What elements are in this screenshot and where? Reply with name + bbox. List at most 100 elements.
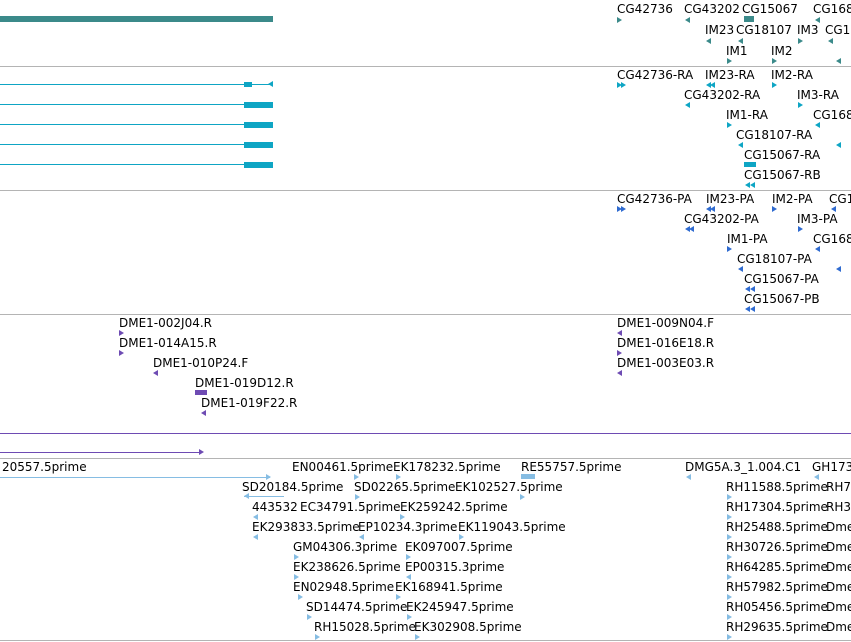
gene-arrow[interactable]: [815, 17, 820, 23]
est-label[interactable]: DME1-016E18.R: [617, 336, 715, 350]
protein-arrow[interactable]: [750, 286, 755, 292]
gene-arrow[interactable]: [617, 17, 622, 23]
est-arrow[interactable]: [415, 634, 420, 640]
transcript-intron-line[interactable]: [0, 104, 273, 105]
protein-arrow[interactable]: [685, 226, 690, 232]
gene-label[interactable]: IM3: [797, 23, 819, 37]
est-label[interactable]: RH30726.5prime: [726, 540, 828, 554]
est-arrow[interactable]: [119, 330, 124, 336]
est-arrow[interactable]: [298, 594, 303, 600]
est-arrow[interactable]: [814, 474, 819, 480]
transcript-label[interactable]: IM2-RA: [771, 68, 813, 82]
transcript-label[interactable]: IM23-RA: [705, 68, 755, 82]
est-label[interactable]: Dme: [826, 520, 851, 534]
gene-arrow[interactable]: [706, 38, 711, 44]
protein-arrow[interactable]: [727, 246, 732, 252]
transcript-arrow[interactable]: [738, 142, 743, 148]
est-label[interactable]: RH7: [826, 480, 851, 494]
transcript-arrow[interactable]: [727, 122, 732, 128]
est-label[interactable]: EK178232.5prime: [393, 460, 501, 474]
protein-label[interactable]: CG1: [829, 192, 851, 206]
est-arrow[interactable]: [396, 594, 401, 600]
est-label[interactable]: SD20184.5prime: [242, 480, 344, 494]
gene-arrow[interactable]: [685, 17, 690, 23]
est-arrow[interactable]: [459, 534, 464, 540]
est-label[interactable]: EP00315.3prime: [405, 560, 505, 574]
est-label[interactable]: RH57982.5prime: [726, 580, 828, 594]
protein-arrow[interactable]: [750, 306, 755, 312]
est-arrow[interactable]: [355, 494, 360, 500]
gene-arrow[interactable]: [727, 58, 732, 64]
transcript-arrow[interactable]: [685, 102, 690, 108]
est-label[interactable]: DME1-019F22.R: [201, 396, 298, 410]
gene-bar[interactable]: [0, 16, 273, 22]
est-label[interactable]: GH173: [812, 460, 851, 474]
transcript-arrow[interactable]: [617, 82, 622, 88]
protein-label[interactable]: CG168: [813, 232, 851, 246]
transcript-arrow[interactable]: [268, 81, 273, 87]
est-label[interactable]: RH64285.5prime: [726, 560, 828, 574]
gene-bar[interactable]: [744, 16, 754, 22]
est-arrow[interactable]: [253, 514, 258, 520]
est-label[interactable]: DME1-010P24.F: [153, 356, 249, 370]
gene-label[interactable]: CG43202: [684, 2, 740, 16]
protein-arrow[interactable]: [689, 226, 694, 232]
est-label[interactable]: RH25488.5prime: [726, 520, 828, 534]
est-label[interactable]: EK097007.5prime: [405, 540, 513, 554]
protein-label[interactable]: IM1-PA: [727, 232, 768, 246]
protein-arrow[interactable]: [617, 206, 622, 212]
est-arrow[interactable]: [686, 474, 691, 480]
transcript-exon[interactable]: [744, 162, 756, 167]
est-label[interactable]: Dme: [826, 580, 851, 594]
protein-arrow[interactable]: [706, 206, 711, 212]
est-label[interactable]: DME1-019D12.R: [195, 376, 294, 390]
est-arrow[interactable]: [359, 534, 364, 540]
est-alignment-line[interactable]: [0, 477, 270, 478]
est-arrow[interactable]: [727, 614, 732, 620]
transcript-exon[interactable]: [244, 162, 273, 168]
transcript-label[interactable]: CG43202-RA: [684, 88, 761, 102]
est-label[interactable]: 20557.5prime: [2, 460, 87, 474]
est-arrow[interactable]: [396, 474, 401, 480]
est-arrow[interactable]: [617, 350, 622, 356]
protein-arrow[interactable]: [621, 206, 626, 212]
gene-label[interactable]: IM2: [771, 44, 793, 58]
transcript-label[interactable]: CG168: [813, 108, 851, 122]
protein-label[interactable]: CG18107-PA: [737, 252, 812, 266]
est-arrow[interactable]: [406, 574, 411, 580]
est-label[interactable]: EK302908.5prime: [414, 620, 522, 634]
est-arrow[interactable]: [354, 474, 359, 480]
est-arrow[interactable]: [520, 494, 525, 500]
transcript-arrow[interactable]: [772, 82, 777, 88]
gene-label[interactable]: CG168: [813, 2, 851, 16]
protein-label[interactable]: CG15067-PB: [744, 292, 820, 306]
est-bar[interactable]: [521, 474, 535, 479]
est-label[interactable]: Dme: [826, 540, 851, 554]
gene-label[interactable]: CG1: [825, 23, 851, 37]
protein-label[interactable]: IM23-PA: [706, 192, 755, 206]
est-alignment-line[interactable]: [244, 496, 284, 497]
est-arrow[interactable]: [253, 534, 258, 540]
protein-arrow[interactable]: [745, 286, 750, 292]
est-arrow[interactable]: [266, 474, 271, 480]
est-label[interactable]: RH11588.5prime: [726, 480, 828, 494]
est-arrow[interactable]: [617, 370, 622, 376]
transcript-exon[interactable]: [244, 142, 273, 148]
est-label[interactable]: EK238626.5prime: [293, 560, 401, 574]
protein-arrow[interactable]: [710, 206, 715, 212]
est-label[interactable]: RH15028.5prime: [314, 620, 416, 634]
est-label[interactable]: SD14474.5prime: [306, 600, 408, 614]
protein-arrow[interactable]: [745, 306, 750, 312]
transcript-intron-line[interactable]: [0, 144, 273, 145]
est-alignment-line[interactable]: [0, 433, 851, 434]
gene-label[interactable]: CG15067: [742, 2, 798, 16]
est-label[interactable]: DME1-009N04.F: [617, 316, 715, 330]
est-arrow[interactable]: [244, 493, 249, 499]
transcript-intron-line[interactable]: [0, 124, 273, 125]
transcript-label[interactable]: CG15067-RA: [744, 148, 821, 162]
est-arrow[interactable]: [727, 634, 732, 640]
est-label[interactable]: EK245947.5prime: [406, 600, 514, 614]
transcript-arrow[interactable]: [745, 182, 750, 188]
transcript-arrow[interactable]: [710, 82, 715, 88]
protein-arrow[interactable]: [798, 226, 803, 232]
